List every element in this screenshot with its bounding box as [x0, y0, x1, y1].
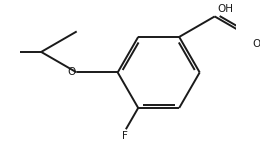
Text: O: O: [67, 68, 75, 77]
Text: OH: OH: [217, 4, 233, 14]
Text: F: F: [122, 131, 128, 141]
Text: O: O: [252, 39, 260, 49]
